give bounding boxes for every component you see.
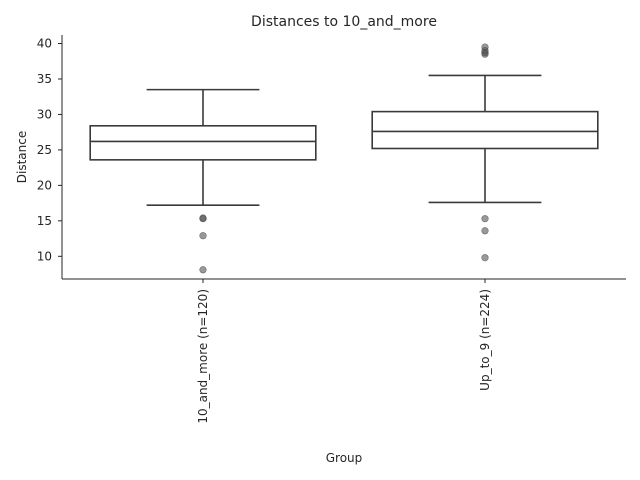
outlier-point [481,227,489,235]
x-axis-ticks: 10_and_more (n=120) Up_to_9 (n=224) [196,279,492,424]
y-axis-ticks: 10 15 20 25 30 35 40 [37,37,62,263]
x-tick-label: Up_to_9 (n=224) [478,289,492,391]
y-tick-label: 30 [37,107,52,121]
y-tick-label: 40 [37,37,52,51]
box-plots [89,43,599,274]
box-group [371,43,599,262]
iqr-box [371,110,599,150]
iqr-box [89,124,317,161]
y-tick-label: 25 [37,143,52,157]
y-tick-label: 20 [37,178,52,192]
y-tick-label: 15 [37,214,52,228]
outlier-point [199,266,207,274]
outlier-point [481,43,489,51]
outlier-point [199,214,207,222]
y-axis-label: Distance [15,131,29,183]
outlier-point [199,232,207,240]
outlier-point [481,215,489,223]
box-group [89,88,317,274]
x-axis-label: Group [326,451,363,465]
y-tick-label: 35 [37,72,52,86]
y-tick-label: 10 [37,249,52,263]
outlier-point [481,254,489,262]
x-tick-label: 10_and_more (n=120) [196,289,210,424]
chart-title: Distances to 10_and_more [251,14,437,30]
